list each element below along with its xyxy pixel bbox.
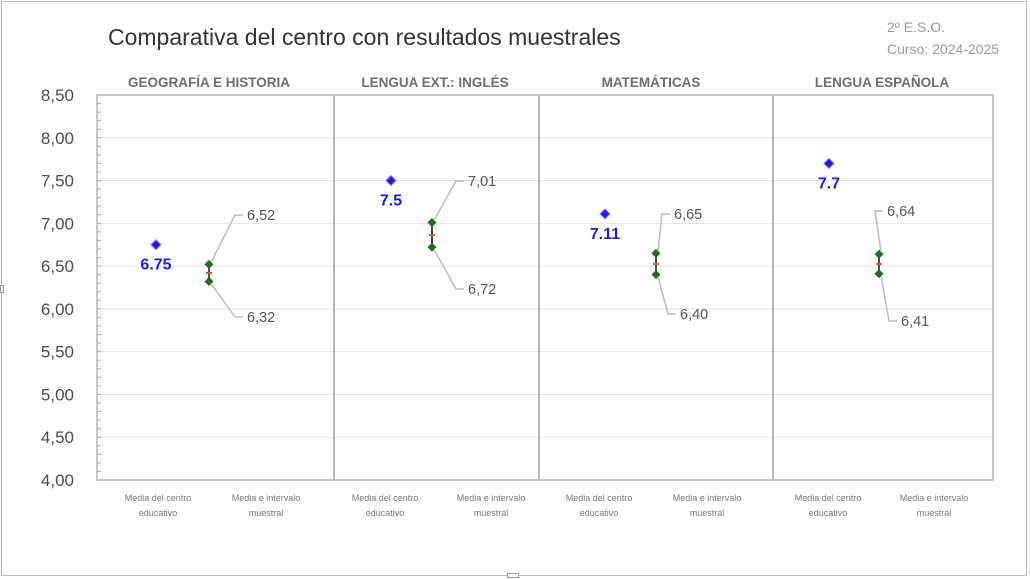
category-label-sample: muestral bbox=[690, 508, 725, 518]
center-mean-point bbox=[385, 174, 397, 187]
interval-upper-label: 6,52 bbox=[247, 208, 275, 224]
center-mean-label: 7.11 bbox=[590, 226, 620, 243]
upper-leader-line bbox=[657, 213, 670, 252]
panel-header: LENGUA ESPAÑOLA bbox=[815, 75, 950, 90]
y-tick-label: 4,00 bbox=[41, 471, 74, 490]
category-label-center: Media del centro bbox=[795, 493, 862, 503]
interval-lower-point bbox=[874, 269, 884, 279]
upper-leader-line bbox=[433, 180, 464, 221]
interval-upper-label: 7,01 bbox=[468, 174, 496, 190]
category-label-center: educativo bbox=[809, 508, 848, 518]
interval-upper-label: 6,64 bbox=[887, 204, 915, 220]
panel-header: MATEMÁTICAS bbox=[602, 75, 701, 90]
interval-lower-label: 6,32 bbox=[247, 310, 275, 326]
panel-header: LENGUA EXT.: INGLÉS bbox=[361, 75, 508, 90]
center-mean-label: 7.7 bbox=[818, 175, 840, 192]
chart-title: Comparativa del centro con resultados mu… bbox=[108, 24, 621, 50]
y-tick-label: 5,50 bbox=[41, 343, 74, 362]
center-mean-point bbox=[823, 157, 835, 170]
category-label-center: Media del centro bbox=[352, 493, 419, 503]
category-label-sample: muestral bbox=[474, 508, 509, 518]
y-tick-label: 4,50 bbox=[41, 428, 74, 447]
category-label-center: educativo bbox=[139, 508, 178, 518]
panel-header: GEOGRAFÍA E HISTORIA bbox=[128, 75, 290, 90]
y-tick-label: 5,00 bbox=[41, 385, 74, 404]
y-tick-label: 8,00 bbox=[41, 129, 74, 148]
center-mean-point bbox=[150, 239, 162, 251]
interval-lower-label: 6,72 bbox=[468, 282, 496, 298]
interval-upper-label: 6,65 bbox=[674, 207, 702, 223]
y-tick-label: 7,50 bbox=[41, 172, 74, 191]
interval-lower-label: 6,40 bbox=[680, 307, 708, 323]
center-mean-label: 6.75 bbox=[140, 257, 171, 274]
y-tick-label: 6,50 bbox=[41, 257, 74, 276]
interval-upper-point bbox=[651, 248, 661, 258]
category-label-center: Media del centro bbox=[125, 493, 192, 503]
category-label-center: Media del centro bbox=[566, 493, 633, 503]
y-tick-label: 7,00 bbox=[41, 214, 74, 233]
category-label-sample: Media e intervalo bbox=[900, 493, 969, 503]
center-mean-point bbox=[599, 208, 611, 220]
school-year-label: Curso: 2024-2025 bbox=[887, 41, 1000, 57]
upper-leader-line bbox=[210, 214, 243, 263]
category-label-sample: Media e intervalo bbox=[457, 493, 526, 503]
interval-lower-label: 6,41 bbox=[901, 314, 929, 330]
y-tick-label: 6,00 bbox=[41, 300, 74, 319]
plot-border bbox=[96, 94, 994, 481]
category-label-sample: Media e intervalo bbox=[232, 493, 301, 503]
lower-leader-line bbox=[880, 275, 897, 322]
resize-handle-left[interactable] bbox=[0, 285, 4, 293]
category-label-sample: muestral bbox=[917, 508, 952, 518]
interval-upper-point bbox=[874, 249, 884, 259]
category-label-sample: muestral bbox=[249, 508, 284, 518]
lower-leader-line bbox=[657, 276, 676, 315]
lower-leader-line bbox=[210, 283, 243, 318]
resize-handle-bottom[interactable] bbox=[507, 573, 519, 578]
y-tick-label: 8,50 bbox=[41, 86, 74, 105]
category-label-sample: Media e intervalo bbox=[673, 493, 742, 503]
interval-lower-point bbox=[651, 270, 661, 280]
upper-leader-line bbox=[874, 210, 883, 253]
center-mean-label: 7.5 bbox=[380, 193, 402, 210]
course-label: 2º E.S.O. bbox=[887, 19, 946, 35]
category-label-center: educativo bbox=[580, 508, 619, 518]
category-label-center: educativo bbox=[366, 508, 405, 518]
lower-leader-line bbox=[433, 248, 464, 290]
